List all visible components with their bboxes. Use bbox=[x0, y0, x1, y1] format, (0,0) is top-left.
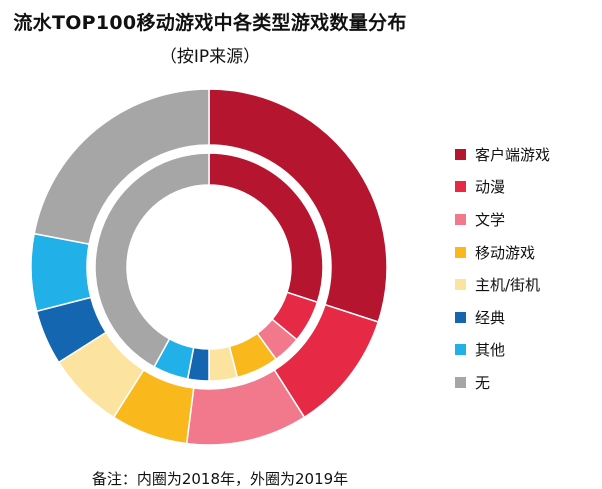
legend-item: 主机/街机 bbox=[455, 268, 550, 301]
legend-item: 移动游戏 bbox=[455, 236, 550, 269]
legend-label: 动漫 bbox=[475, 178, 506, 197]
legend-label: 客户端游戏 bbox=[475, 145, 551, 164]
legend-item: 客户端游戏 bbox=[455, 138, 550, 171]
legend-swatch bbox=[455, 279, 466, 291]
legend-label: 移动游戏 bbox=[475, 243, 536, 262]
chart-subtitle: （按IP来源） bbox=[159, 47, 261, 67]
inner-ring-2018 bbox=[94, 152, 324, 382]
legend-swatch bbox=[455, 376, 466, 388]
legend-swatch bbox=[455, 213, 466, 225]
chart-title: 流水TOP100移动游戏中各类型游戏数量分布 bbox=[13, 12, 407, 34]
legend-item: 动漫 bbox=[455, 171, 550, 204]
outer-ring-2019 bbox=[30, 88, 388, 446]
legend-item: 文学 bbox=[455, 203, 550, 236]
legend: 客户端游戏动漫文学移动游戏主机/街机经典其他无 bbox=[455, 138, 550, 399]
legend-item: 无 bbox=[455, 366, 550, 399]
legend-swatch bbox=[455, 181, 466, 193]
legend-item: 其他 bbox=[455, 334, 550, 367]
slice-outer-7 bbox=[33, 88, 210, 246]
chart-note: 备注：内圈为2018年，外圈为2019年 bbox=[91, 470, 349, 488]
slice-inner-7 bbox=[94, 152, 210, 368]
slice-outer-0 bbox=[208, 88, 388, 323]
legend-item: 经典 bbox=[455, 301, 550, 334]
legend-swatch bbox=[455, 344, 466, 356]
legend-label: 主机/街机 bbox=[475, 276, 541, 295]
legend-swatch bbox=[455, 246, 466, 258]
legend-label: 无 bbox=[475, 373, 491, 392]
slice-outer-6 bbox=[30, 232, 92, 313]
legend-label: 经典 bbox=[475, 308, 506, 327]
legend-label: 其他 bbox=[475, 341, 506, 360]
legend-label: 文学 bbox=[475, 210, 506, 229]
legend-swatch bbox=[455, 311, 466, 323]
legend-swatch bbox=[455, 148, 466, 160]
